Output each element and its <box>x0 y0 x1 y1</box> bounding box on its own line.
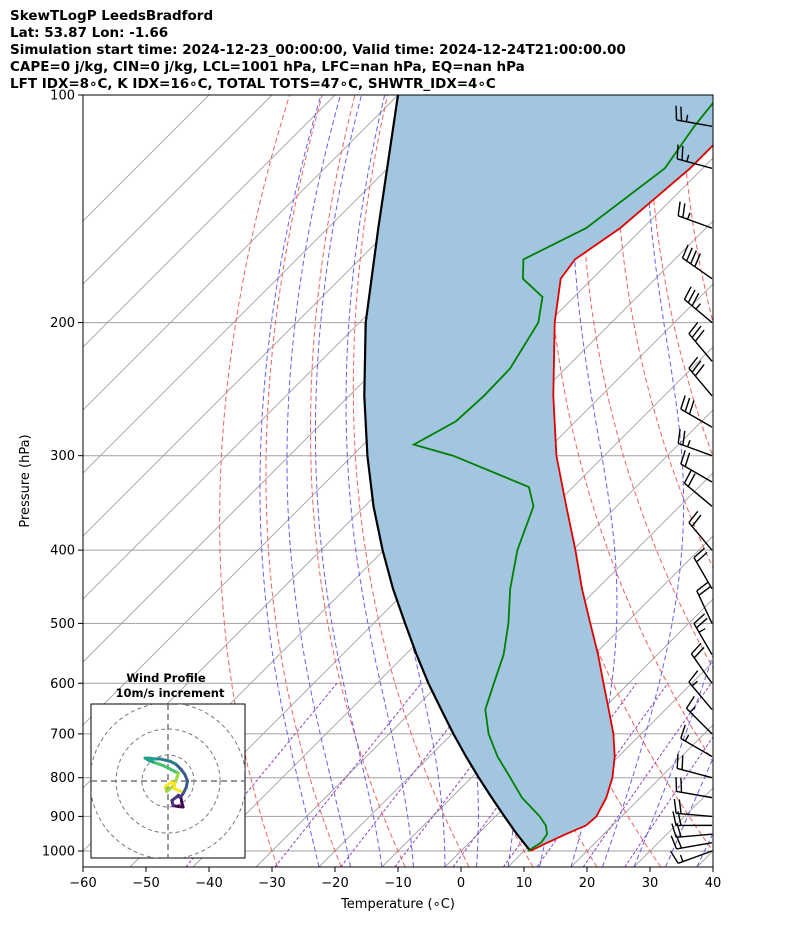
wind-barb <box>676 754 713 779</box>
x-tick-label: −10 <box>384 876 411 891</box>
x-tick-label: 30 <box>642 876 659 891</box>
dry-adiabat-line <box>746 95 794 867</box>
wind-barb <box>673 798 713 818</box>
mixing-ratio-line <box>624 735 713 867</box>
y-axis-label: Pressure (hPa) <box>18 434 33 527</box>
x-axis-ticks: −60 −50 −40 −30 −20 −10 0 10 20 30 40 <box>69 867 721 891</box>
isotherm-line <box>570 724 713 867</box>
wind-barb <box>681 244 713 280</box>
isotherm-line <box>760 95 794 867</box>
isotherm-line <box>83 95 336 348</box>
indices-line-1: CAPE=0 j/kg, CIN=0 j/kg, LCL=1001 hPa, L… <box>10 59 525 75</box>
mixing-ratio-line <box>274 682 422 867</box>
isotherm-line <box>83 95 399 411</box>
wind-barb <box>693 547 713 590</box>
wind-barb <box>685 696 713 735</box>
wind-barb <box>688 670 713 710</box>
isotherm-line <box>633 787 713 867</box>
hodograph-segment <box>173 787 183 793</box>
x-tick-label: 0 <box>457 876 465 891</box>
wind-barb <box>683 470 713 507</box>
dry-adiabat-line <box>265 95 342 867</box>
wind-barb <box>683 286 713 324</box>
wind-barb <box>676 144 713 169</box>
hodograph-subtitle: 10m/s increment <box>116 686 225 700</box>
y-axis-ticks: 1000 900 800 700 600 500 400 300 200 100 <box>42 89 83 859</box>
isotherm-line <box>83 95 462 474</box>
wind-barb <box>688 356 713 397</box>
dewpoint-line <box>411 101 713 852</box>
parcel-temperature-fill <box>364 95 713 851</box>
x-tick-label: −50 <box>132 876 159 891</box>
dry-adiabat-line <box>680 95 713 325</box>
time-line: Simulation start time: 2024-12-23_00:00:… <box>10 42 626 58</box>
wind-barb <box>688 321 713 362</box>
x-tick-label: −20 <box>321 876 348 891</box>
x-tick-label: −60 <box>69 876 96 891</box>
indices-line-2: LFT IDX=8∘C, K IDX=16∘C, TOTAL TOTS=47∘C… <box>10 76 496 92</box>
wind-barb <box>677 429 713 457</box>
moist-adiabat-line <box>345 95 414 867</box>
temperature-line <box>529 144 713 852</box>
wind-barb <box>693 613 713 656</box>
x-tick-label: 40 <box>705 876 722 891</box>
wind-barbs <box>670 105 713 864</box>
y-tick-label: 500 <box>50 617 75 632</box>
moist-adiabat-line <box>315 95 383 867</box>
y-tick-label: 700 <box>50 727 75 742</box>
hodograph-plot <box>91 704 245 858</box>
y-tick-label: 900 <box>50 810 75 825</box>
y-tick-label: 200 <box>50 316 75 331</box>
dry-adiabat-line <box>714 95 794 867</box>
moist-adiabat-line <box>665 757 713 867</box>
dry-adiabat-line <box>352 95 470 867</box>
y-tick-label: 100 <box>50 89 75 104</box>
isotherm-line <box>255 409 713 867</box>
x-axis-label: Temperature (∘C) <box>340 897 455 912</box>
y-tick-label: 1000 <box>42 844 75 859</box>
chart-header: SkewTLogP LeedsBradford Lat: 53.87 Lon: … <box>10 8 626 93</box>
profile-curves <box>363 95 713 852</box>
dry-adiabat-line <box>546 95 713 763</box>
moist-adiabat-line <box>259 95 322 867</box>
y-tick-label: 400 <box>50 544 75 559</box>
moist-adiabat-line <box>286 95 351 867</box>
moist-adiabat-line <box>570 95 618 867</box>
hodograph-title: Wind Profile <box>126 671 206 685</box>
wind-barb <box>680 724 713 758</box>
y-tick-label: 600 <box>50 677 75 692</box>
isotherm-line <box>318 472 713 867</box>
wind-barb <box>675 777 713 799</box>
parcel-line <box>363 95 532 852</box>
x-tick-label: −40 <box>195 876 222 891</box>
wind-barb <box>680 395 713 428</box>
moist-adiabat-line <box>633 653 713 867</box>
hodograph-inset: Wind Profile 10m/s increment <box>90 671 246 859</box>
wind-barb <box>690 642 713 684</box>
x-tick-label: −30 <box>258 876 285 891</box>
y-tick-label: 300 <box>50 449 75 464</box>
dry-adiabat-line <box>219 95 291 867</box>
isotherm-line <box>83 95 273 285</box>
x-tick-label: 20 <box>579 876 596 891</box>
x-tick-label: 10 <box>516 876 533 891</box>
wind-barb <box>670 850 713 864</box>
y-tick-label: 800 <box>50 771 75 786</box>
wind-barb <box>688 510 713 551</box>
dry-adiabat-line <box>779 95 794 867</box>
mixing-ratio-line <box>340 682 484 867</box>
mixing-ratio-line <box>582 683 712 867</box>
location-line: Lat: 53.87 Lon: -1.66 <box>10 25 169 41</box>
wind-barb <box>680 450 713 483</box>
wind-barb <box>696 581 713 624</box>
wind-barb <box>675 105 713 127</box>
wind-barb <box>677 201 713 229</box>
dry-adiabat-line <box>648 95 713 458</box>
moist-adiabat-line <box>602 95 685 867</box>
chart-title: SkewTLogP LeedsBradford <box>10 8 214 24</box>
isotherm-line <box>507 661 713 867</box>
